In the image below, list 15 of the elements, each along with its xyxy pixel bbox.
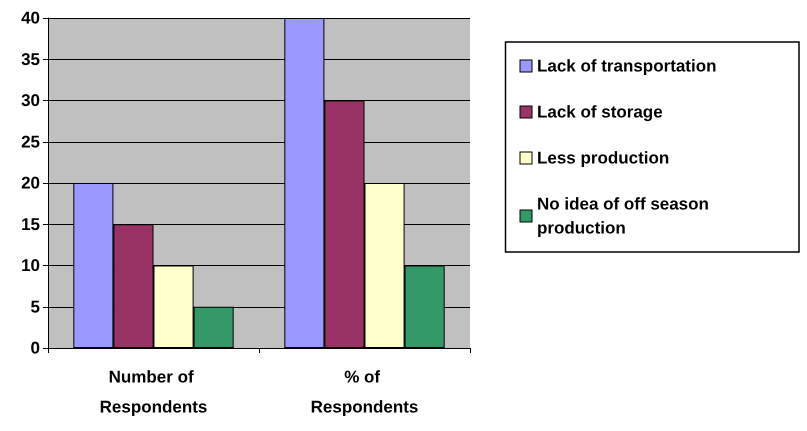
y-tick-label: 20 [21,174,40,192]
legend-label: Lack of storage [537,102,663,122]
y-tick-label: 25 [21,132,40,152]
legend-label: Less production [537,148,670,168]
y-tick-label: 15 [21,214,40,234]
y-tick-label: 35 [21,50,40,69]
legend-label: No idea of off season production [537,194,714,238]
y-tick-label: 30 [21,91,40,110]
y-tick-label: 40 [21,8,40,28]
y-tick-label: 10 [21,256,40,275]
x-tick-label: Number of Respondents [100,368,208,416]
x-tick-label: % of Respondents [310,368,418,416]
legend-label: Lack of transportation [537,56,716,76]
y-tick-label: 0 [30,338,40,358]
y-tick-label: 5 [30,297,40,316]
